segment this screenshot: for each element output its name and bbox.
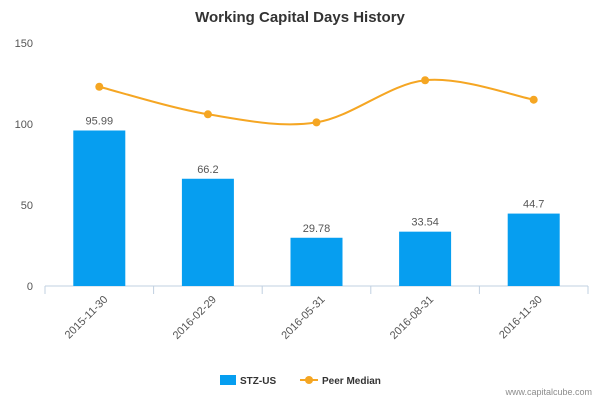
x-tick-label-2016-02-29: 2016-02-29 [171, 294, 219, 342]
data-label-2016-08-31: 33.54 [411, 217, 439, 229]
bar-series [73, 130, 560, 286]
y-tick-label: 50 [21, 200, 33, 212]
legend: STZ-US Peer Median [220, 375, 381, 387]
y-tick-label: 150 [15, 38, 33, 50]
line-series [95, 76, 538, 127]
peer-median-point-2015-11-30 [95, 82, 104, 91]
chart-title: Working Capital Days History [195, 9, 405, 26]
x-tick-label-2015-11-30: 2015-11-30 [63, 294, 111, 342]
bar-2016-02-29 [181, 178, 234, 286]
bar-2016-11-30 [507, 213, 560, 286]
x-tick-labels: 2015-11-30 2016-02-29 2016-05-31 2016-08-31… [63, 294, 545, 342]
y-tick-label: 100 [15, 119, 33, 131]
x-tick-label-2016-11-30: 2016-11-30 [497, 294, 545, 342]
data-label-2016-05-31: 29.78 [303, 223, 331, 235]
x-tick-label-2016-08-31: 2016-08-31 [388, 294, 436, 342]
peer-median-point-2016-11-30 [529, 95, 538, 104]
bar-2016-08-31 [399, 231, 452, 286]
y-tick-label: 0 [27, 281, 33, 293]
legend-swatch-stz-us [220, 375, 236, 385]
peer-median-point-2016-08-31 [421, 76, 430, 85]
data-label-2016-02-29: 66.2 [197, 164, 218, 176]
x-tick-label-2016-05-31: 2016-05-31 [279, 294, 327, 342]
data-label-2015-11-30: 95.99 [86, 115, 114, 127]
data-label-2016-11-30: 44.7 [523, 199, 544, 211]
bar-2016-05-31 [290, 237, 343, 286]
legend-marker-peer-median [305, 376, 313, 384]
legend-label-peer-median: Peer Median [322, 376, 381, 387]
data-labels: 95.99 66.2 29.78 33.54 44.7 [86, 115, 545, 234]
peer-median-point-2016-02-29 [203, 110, 212, 119]
peer-median-point-2016-05-31 [312, 118, 321, 127]
legend-label-stz-us: STZ-US [240, 376, 276, 387]
credit-text: www.capitalcube.com [504, 387, 592, 397]
bar-2015-11-30 [73, 130, 126, 286]
peer-median-line [99, 78, 534, 126]
